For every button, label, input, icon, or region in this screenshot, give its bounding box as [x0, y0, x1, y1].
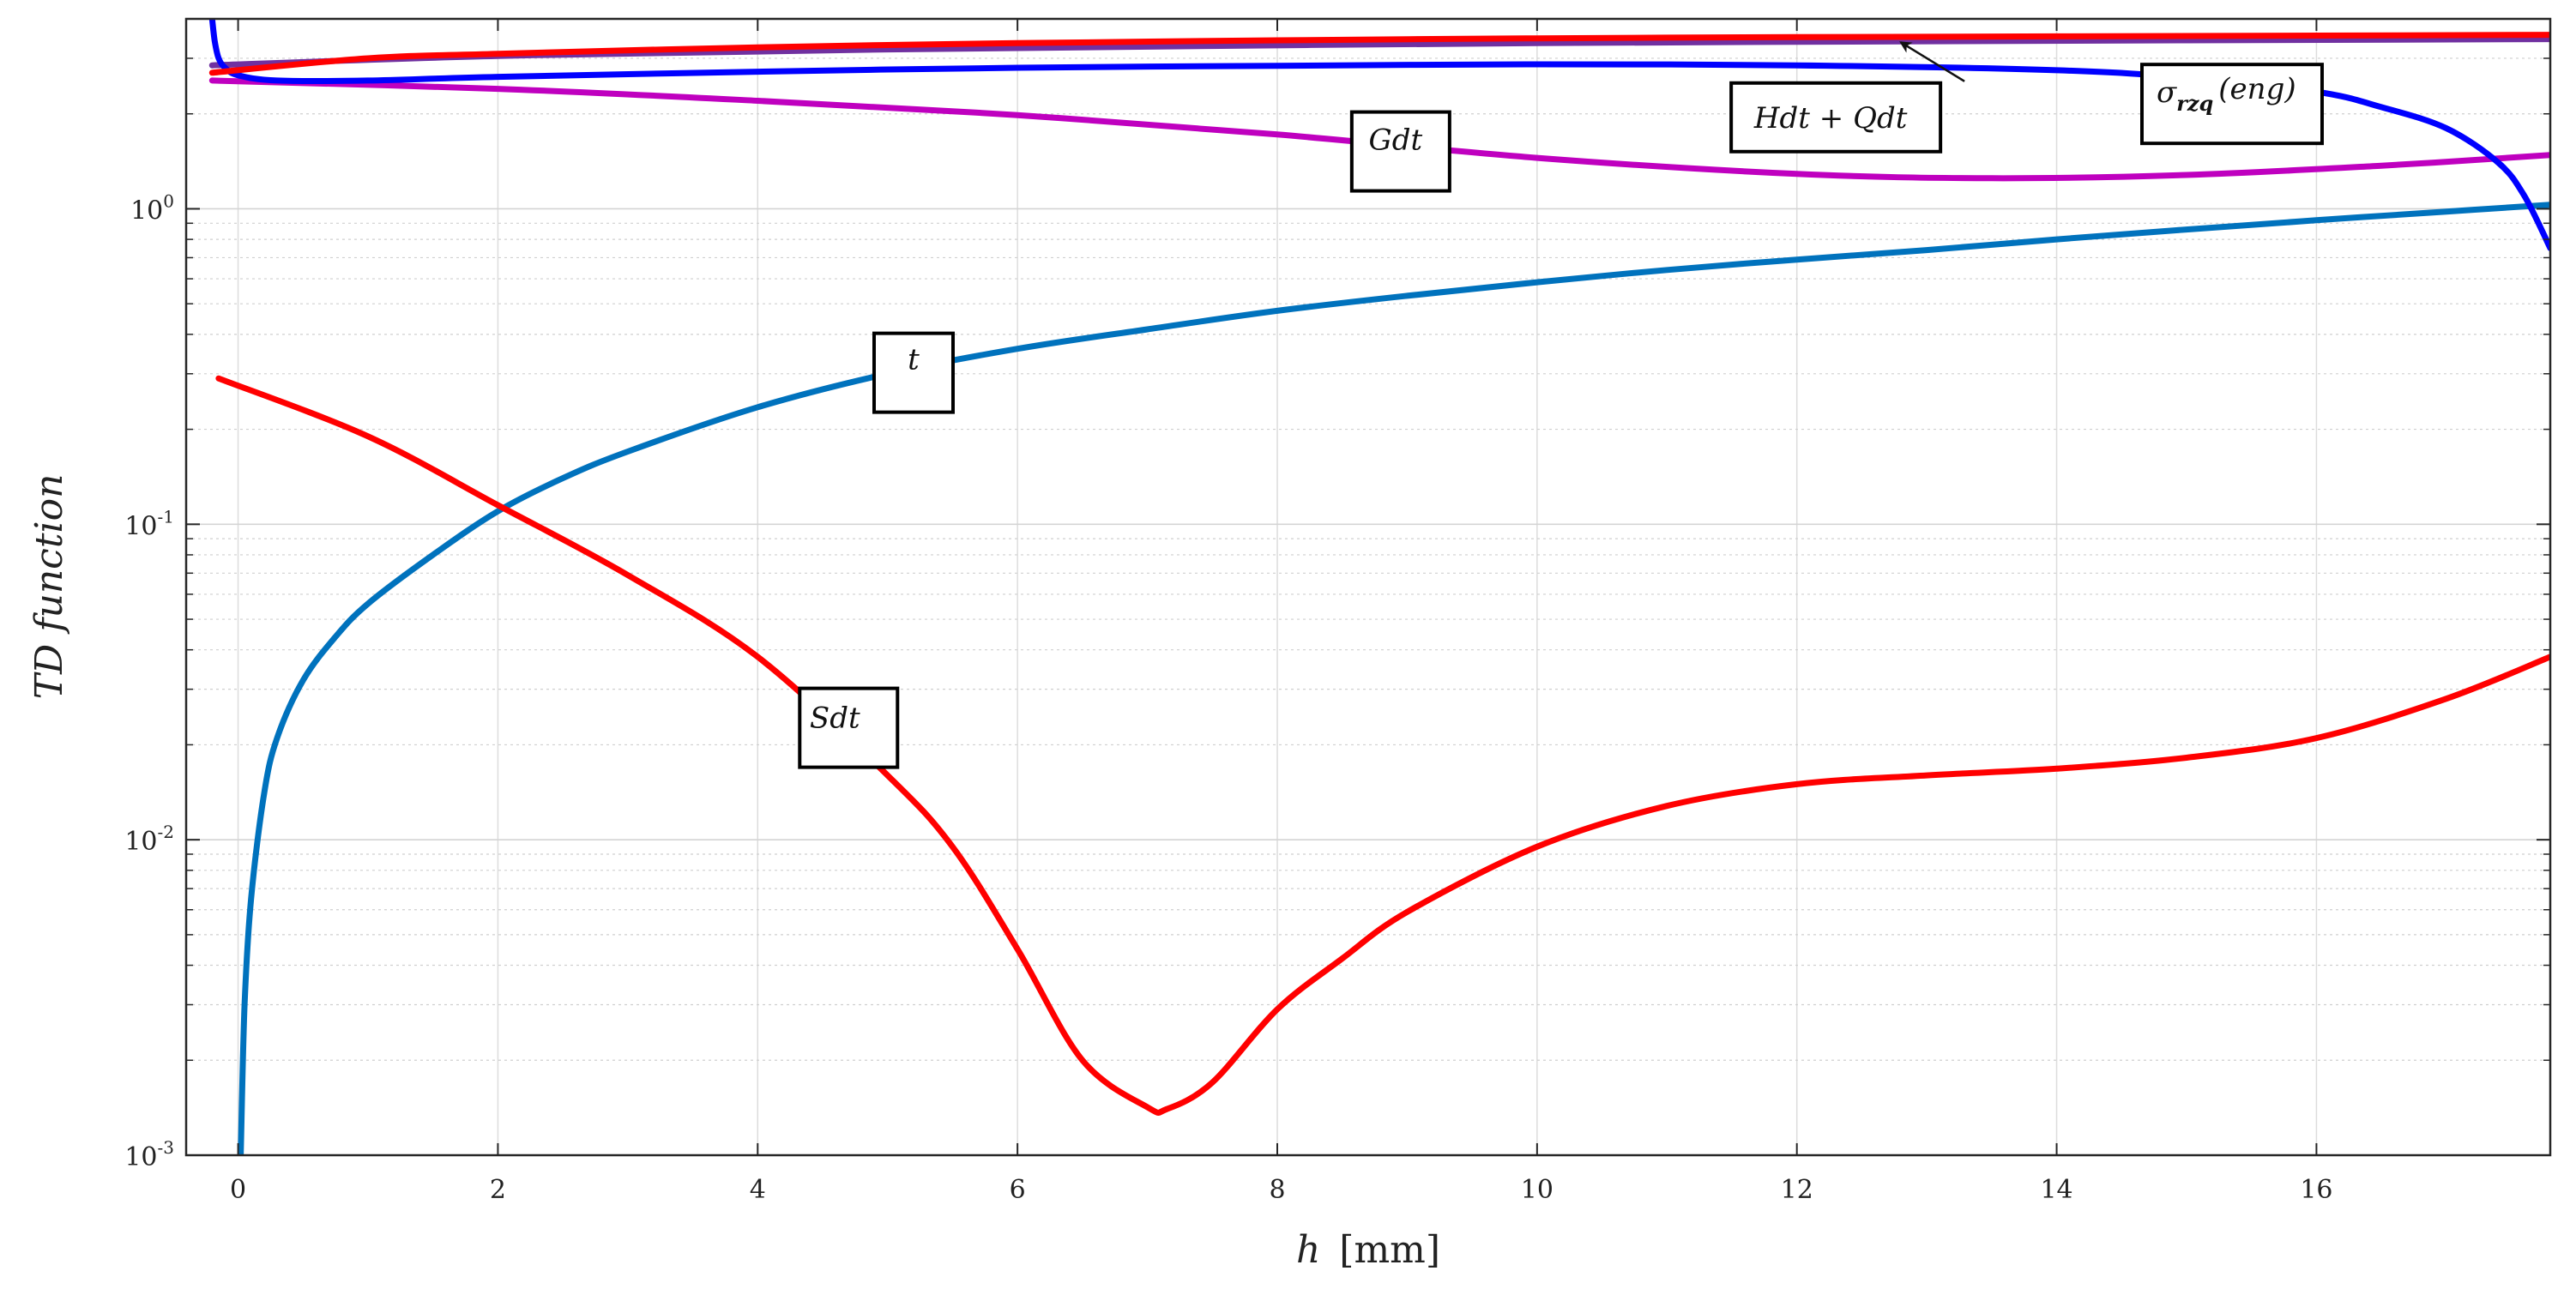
y-tick-label: 10-3	[124, 1137, 174, 1172]
x-axis-symbol: h	[1296, 1228, 1320, 1272]
x-tick-label: 14	[2040, 1175, 2072, 1205]
y-tick-label: 10-2	[124, 822, 174, 857]
annotation-sdt: Sdt	[798, 686, 900, 769]
annotation-sdt-label: Sdt	[810, 702, 860, 736]
x-tick-label: 6	[1010, 1175, 1026, 1205]
y-tick-base: 10	[124, 1142, 157, 1172]
annotation-sigma-rzq-label: σrzq (eng)	[2157, 72, 2296, 116]
tick-marks	[186, 18, 2550, 1156]
annotations: t Sdt Gdt Hdt + Qdt σrzq (eng)	[798, 41, 2324, 769]
y-tick-exponent: -3	[158, 1137, 174, 1158]
annotation-hdt-qdt: Hdt + Qdt	[1729, 81, 1943, 154]
annotation-sdt-box	[798, 686, 900, 769]
y-tick-exponent: 0	[163, 190, 174, 211]
series-line-0	[238, 202, 2550, 1155]
y-tick-exponent: -2	[158, 822, 174, 842]
series-line-1	[215, 375, 2550, 1116]
y-tick-label: 10-1	[124, 506, 174, 541]
y-axis-label: TD function	[27, 474, 71, 700]
x-axis-label: h [mm]	[1296, 1228, 1440, 1272]
annotation-sigma-rzq: σrzq (eng)	[2140, 63, 2324, 146]
x-tick-label: 16	[2300, 1175, 2332, 1205]
x-tick-label: 12	[1781, 1175, 1813, 1205]
x-tick-label: 0	[230, 1175, 246, 1205]
annotation-hdt-qdt-box	[1729, 81, 1943, 154]
x-tick-label: 4	[750, 1175, 766, 1205]
annotation-sigma-tail: (eng)	[2218, 72, 2295, 106]
annotation-hdt-qdt-label: Hdt + Qdt	[1753, 101, 1908, 136]
y-tick-base: 10	[124, 511, 157, 541]
series-line-2	[208, 77, 2550, 182]
series-line-4	[208, 32, 2550, 76]
y-tick-exponent: -1	[158, 506, 174, 527]
annotation-t: t	[872, 331, 955, 414]
annotation-arrow	[1899, 41, 1965, 82]
x-axis-unit: [mm]	[1339, 1228, 1440, 1272]
plot-frame	[184, 17, 2552, 1157]
annotation-sigma-rzq-box	[2140, 63, 2324, 146]
annotation-gdt-label: Gdt	[1369, 123, 1423, 158]
y-tick-base: 10	[124, 827, 157, 857]
x-tick-labels: 0 2 4 6 8 10 12 14 16	[230, 1175, 2332, 1205]
series-lines	[208, 19, 2550, 1155]
annotation-t-label: t	[908, 343, 920, 377]
y-tick-base: 10	[130, 196, 163, 226]
y-tick-label: 100	[130, 190, 174, 226]
annotation-sigma-symbol: σ	[2157, 75, 2177, 110]
annotation-sigma-subscript: rzq	[2176, 91, 2213, 116]
x-tick-label: 2	[490, 1175, 506, 1205]
x-tick-label: 10	[1521, 1175, 1553, 1205]
annotation-gdt: Gdt	[1349, 110, 1451, 193]
annotation-t-box	[872, 331, 955, 414]
annotation-gdt-box	[1349, 110, 1451, 193]
series-line-3	[208, 19, 2550, 251]
x-tick-label: 8	[1269, 1175, 1285, 1205]
